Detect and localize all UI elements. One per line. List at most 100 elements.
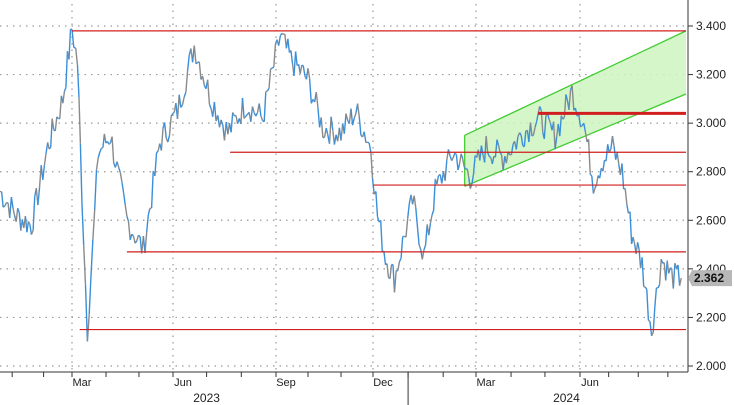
series-segment <box>423 244 427 251</box>
series-segment <box>613 146 617 160</box>
series-segment <box>466 168 470 178</box>
series-segment <box>429 214 433 224</box>
series-segment <box>317 107 321 128</box>
series-segment <box>415 207 419 228</box>
series-segment <box>56 116 59 119</box>
series-segment <box>84 284 89 342</box>
series-segment <box>505 151 509 164</box>
gridlines <box>0 4 688 372</box>
series-segment <box>37 187 41 206</box>
series-segment <box>668 267 671 274</box>
series-segment <box>568 90 572 110</box>
series-segment <box>62 91 66 104</box>
series-segment <box>195 61 199 65</box>
x-tick-label: Sep <box>276 377 296 389</box>
series-segment <box>534 121 538 128</box>
series-segment <box>65 51 69 88</box>
series-segment <box>170 113 174 117</box>
series-segment <box>90 239 94 276</box>
series-segment <box>658 259 662 285</box>
series-segment <box>54 116 58 131</box>
series-segment <box>315 92 319 108</box>
series-segment <box>119 172 123 183</box>
series-segment <box>375 191 379 217</box>
series-segment <box>543 116 547 140</box>
series-segment <box>51 118 55 130</box>
series-segment <box>650 332 654 337</box>
series-segment <box>17 207 20 214</box>
series-segment <box>136 235 140 242</box>
series-segment <box>258 103 262 117</box>
series-segment <box>307 68 311 79</box>
series-segment <box>548 118 552 124</box>
series-segment <box>198 61 202 80</box>
series-segment <box>4 202 8 207</box>
series-segment <box>472 155 476 175</box>
series-segment <box>554 136 558 150</box>
series-segment <box>273 44 277 68</box>
series-segment <box>230 112 234 133</box>
series-segment <box>232 112 236 117</box>
series-segment <box>270 67 273 70</box>
series-segment <box>147 208 151 216</box>
series-segment <box>83 245 87 285</box>
series-segment <box>358 117 362 136</box>
series-segment <box>172 111 175 115</box>
series-segment <box>580 125 583 128</box>
series-segment <box>208 103 212 109</box>
series-segment <box>398 257 402 263</box>
x-year-label: 2024 <box>553 391 580 405</box>
series-segment <box>241 97 245 119</box>
series-segment <box>88 275 92 315</box>
series-segment <box>278 35 281 46</box>
series-segment <box>243 115 247 119</box>
series-segment <box>629 211 633 244</box>
series-segment <box>325 127 329 135</box>
series-segment <box>571 85 575 111</box>
series-segment <box>380 220 383 252</box>
series-segment <box>654 287 658 308</box>
series-segment <box>265 90 268 93</box>
series-segment <box>345 113 349 121</box>
axes <box>0 0 693 405</box>
series-segment <box>160 128 164 151</box>
series-segment <box>287 38 291 53</box>
series-segment <box>48 146 52 150</box>
series-segment <box>78 97 82 144</box>
series-segment <box>652 307 656 333</box>
series-segment <box>12 207 16 216</box>
series-segment <box>76 65 80 98</box>
series-segment <box>43 153 47 166</box>
series-segment <box>95 157 99 170</box>
series-segment <box>657 284 661 289</box>
series-segment <box>223 121 227 141</box>
series-segment <box>353 113 357 119</box>
series-segment <box>520 135 524 146</box>
series-segment <box>63 87 67 92</box>
series-segment <box>532 126 536 136</box>
series-segment <box>75 48 79 66</box>
series-segment <box>487 152 490 157</box>
series-segment <box>290 50 294 64</box>
series-segment <box>351 117 355 126</box>
series-segment <box>328 116 332 144</box>
series-segment <box>643 285 646 288</box>
series-segment <box>480 145 484 156</box>
series-segment <box>649 321 653 336</box>
series-segment <box>488 155 492 159</box>
series-segment <box>444 160 448 181</box>
series-segment <box>294 51 298 66</box>
series-segment <box>356 103 360 118</box>
series-segment <box>562 116 565 120</box>
series-segment <box>595 175 599 185</box>
series-segment <box>10 196 14 209</box>
series-segment <box>127 221 131 241</box>
series-segment <box>97 151 101 158</box>
series-segment <box>220 119 224 126</box>
series-segment <box>42 165 46 180</box>
series-segment <box>460 153 464 159</box>
series-segment <box>245 113 249 117</box>
series-segment <box>101 147 104 149</box>
series-segment <box>389 264 393 279</box>
series-segment <box>268 68 272 89</box>
